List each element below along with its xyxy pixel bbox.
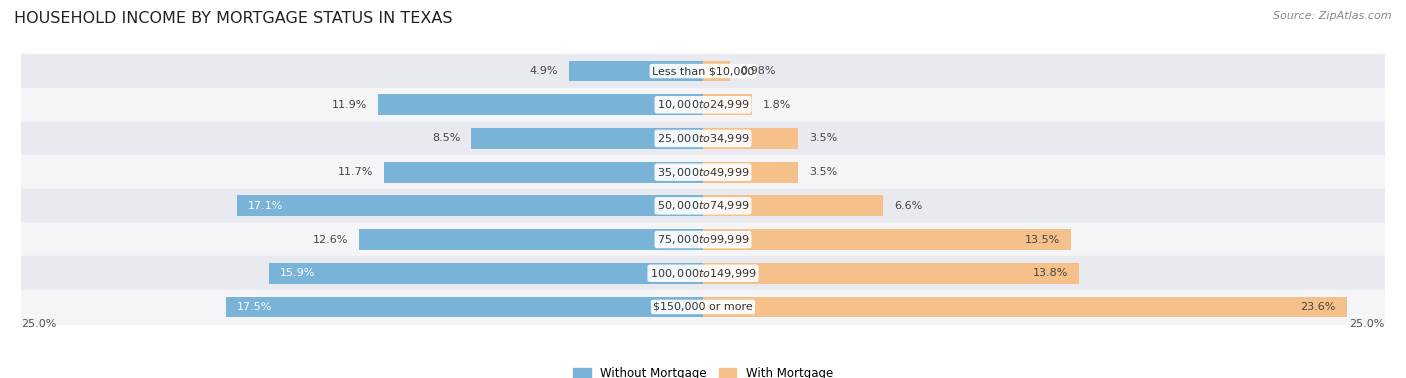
Bar: [703, 162, 799, 183]
Bar: [384, 162, 703, 183]
Text: Source: ZipAtlas.com: Source: ZipAtlas.com: [1274, 11, 1392, 21]
Text: 11.9%: 11.9%: [332, 100, 367, 110]
Text: HOUSEHOLD INCOME BY MORTGAGE STATUS IN TEXAS: HOUSEHOLD INCOME BY MORTGAGE STATUS IN T…: [14, 11, 453, 26]
Bar: [703, 296, 1347, 318]
Text: 13.5%: 13.5%: [1025, 235, 1060, 245]
Text: $75,000 to $99,999: $75,000 to $99,999: [657, 233, 749, 246]
Text: 3.5%: 3.5%: [810, 167, 838, 177]
Text: $10,000 to $24,999: $10,000 to $24,999: [657, 98, 749, 111]
Bar: [569, 60, 703, 82]
Bar: [21, 189, 1385, 223]
Bar: [378, 94, 703, 115]
Bar: [21, 54, 1385, 88]
Text: 11.7%: 11.7%: [337, 167, 373, 177]
Bar: [226, 296, 703, 318]
Bar: [703, 229, 1071, 250]
Text: $35,000 to $49,999: $35,000 to $49,999: [657, 166, 749, 179]
Bar: [21, 88, 1385, 122]
Text: Less than $10,000: Less than $10,000: [652, 66, 754, 76]
Text: $25,000 to $34,999: $25,000 to $34,999: [657, 132, 749, 145]
Text: 17.1%: 17.1%: [247, 201, 283, 211]
Text: 25.0%: 25.0%: [1350, 319, 1385, 329]
Text: 3.5%: 3.5%: [810, 133, 838, 143]
Bar: [236, 195, 703, 216]
Bar: [703, 128, 799, 149]
Text: 17.5%: 17.5%: [236, 302, 271, 312]
Bar: [471, 128, 703, 149]
Bar: [703, 60, 730, 82]
Text: 25.0%: 25.0%: [21, 319, 56, 329]
Bar: [21, 122, 1385, 155]
Legend: Without Mortgage, With Mortgage: Without Mortgage, With Mortgage: [568, 362, 838, 378]
Text: 6.6%: 6.6%: [894, 201, 922, 211]
Text: $100,000 to $149,999: $100,000 to $149,999: [650, 267, 756, 280]
Text: $50,000 to $74,999: $50,000 to $74,999: [657, 199, 749, 212]
Bar: [703, 94, 752, 115]
Bar: [703, 195, 883, 216]
Text: 0.98%: 0.98%: [741, 66, 776, 76]
Text: $150,000 or more: $150,000 or more: [654, 302, 752, 312]
Text: 15.9%: 15.9%: [280, 268, 315, 278]
Bar: [360, 229, 703, 250]
Bar: [21, 290, 1385, 324]
Text: 1.8%: 1.8%: [763, 100, 792, 110]
Text: 13.8%: 13.8%: [1033, 268, 1069, 278]
Text: 8.5%: 8.5%: [432, 133, 460, 143]
Text: 4.9%: 4.9%: [530, 66, 558, 76]
Text: 12.6%: 12.6%: [314, 235, 349, 245]
Bar: [703, 263, 1080, 284]
Bar: [21, 223, 1385, 256]
Bar: [270, 263, 703, 284]
Bar: [21, 256, 1385, 290]
Bar: [21, 155, 1385, 189]
Text: 23.6%: 23.6%: [1301, 302, 1336, 312]
